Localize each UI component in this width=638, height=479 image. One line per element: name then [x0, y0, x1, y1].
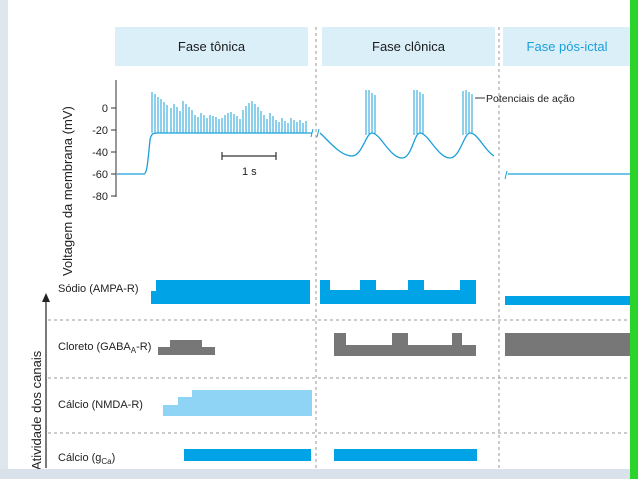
y-tick-label: 0: [102, 103, 108, 115]
sodium-bar-tonic: [151, 280, 310, 304]
membrane-voltage-trace: [117, 90, 630, 180]
sodium-bar-postictal: [505, 296, 630, 305]
slide-left-border: [0, 0, 8, 479]
calcium-gca-activity: [184, 449, 477, 461]
channel-axis-label: Atividade dos canais: [29, 350, 44, 470]
tonic-spikes: [151, 92, 307, 133]
sodium-bar-clonic: [320, 280, 476, 304]
phase-header-tonic: Fase tônica: [115, 27, 308, 66]
y-ticks: [111, 107, 116, 197]
chloride-bar-tonic: [158, 340, 215, 355]
phase-header-clonic: Fase clônica: [322, 27, 495, 66]
channel-label-chloride: Cloreto (GABAA-R): [58, 341, 151, 355]
phase-label-tonic: Fase tônica: [177, 39, 246, 54]
channel-label-calcium-gca: Cálcio (gCa): [58, 452, 115, 466]
chloride-bar-clonic: [334, 333, 476, 356]
phase-label-clonic: Fase clônica: [372, 39, 445, 54]
y-tick-label: -80: [92, 191, 108, 203]
trace-clonic: [319, 132, 495, 159]
y-tick-label: -40: [92, 147, 108, 159]
y-tick-label: -20: [92, 125, 108, 137]
sodium-activity: [151, 280, 630, 305]
slide-bottom-border: [0, 469, 638, 479]
phase-label-postictal: Fase pós-ictal: [526, 39, 608, 54]
annotation-label: Potenciais de ação: [486, 93, 575, 105]
trace-tonic: [117, 132, 312, 175]
chloride-bar-postictal: [505, 333, 630, 356]
channel-axis-arrow-icon: [42, 293, 50, 302]
y-axis-label: Voltagem da membrana (mV): [60, 106, 75, 276]
time-scale-bar: [221, 152, 277, 160]
y-tick-label: -60: [92, 169, 108, 181]
calcium-gca-bar-clonic: [334, 449, 477, 461]
clonic-bursts: [365, 90, 473, 135]
channel-label-calcium-nmda: Cálcio (NMDA-R): [58, 399, 143, 411]
axis-break-postictal: [504, 170, 508, 180]
axis-break: [310, 128, 320, 138]
scale-bar-label: 1 s: [242, 166, 257, 178]
calcium-gca-bar-tonic: [184, 449, 311, 461]
channel-label-sodium: Sódio (AMPA-R): [58, 283, 138, 295]
phase-header-postictal: Fase pós-ictal: [503, 27, 631, 66]
chloride-activity: [158, 333, 630, 356]
slide-right-accent: [630, 0, 638, 479]
calcium-nmda-bar-tonic: [163, 390, 312, 416]
